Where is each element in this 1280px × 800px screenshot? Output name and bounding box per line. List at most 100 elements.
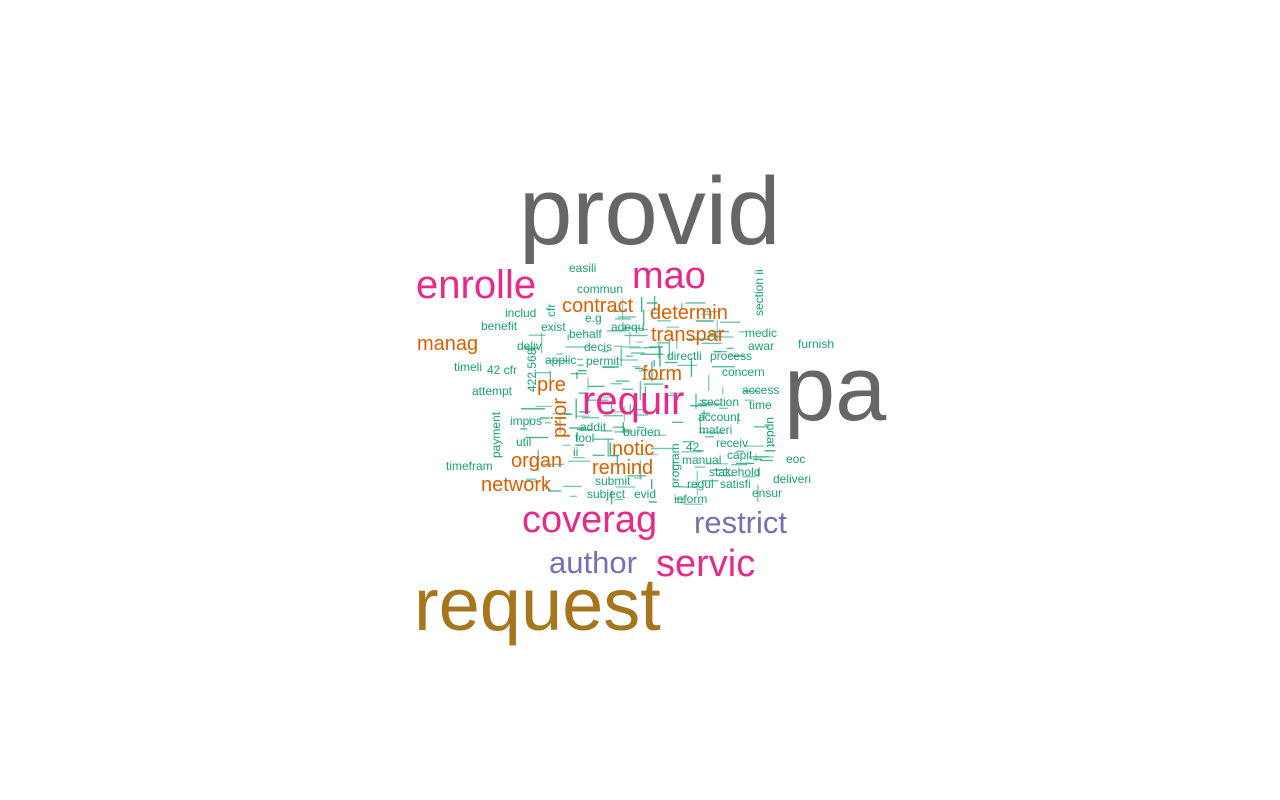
tiny-word-mark: [677, 364, 698, 367]
tiny-word-mark: [577, 364, 584, 366]
tiny-word-mark: [703, 310, 721, 313]
tiny-word-mark: [722, 387, 724, 395]
word-timeli: timeli: [454, 360, 482, 374]
word-medic: medic: [745, 326, 777, 340]
tiny-word-mark: [624, 429, 631, 431]
tiny-word-mark: [556, 353, 564, 355]
tiny-word-mark: [602, 350, 608, 353]
tiny-word-mark: [708, 333, 715, 335]
word-permit: permit: [586, 354, 620, 368]
word-directli: directli: [667, 349, 702, 363]
word-provid: provid: [519, 158, 780, 265]
tiny-word-mark: [674, 498, 686, 500]
word-awar: awar: [748, 339, 774, 353]
tiny-word-mark: [636, 341, 644, 343]
tiny-word-mark: [540, 333, 543, 354]
word-process: process: [710, 349, 752, 363]
word-servic: servic: [656, 543, 755, 585]
word-payment: payment: [489, 411, 503, 458]
tiny-word-mark: [620, 346, 641, 348]
tiny-word-mark: [681, 451, 702, 453]
tiny-word-mark: [563, 485, 582, 488]
tiny-word-mark: [577, 370, 587, 372]
tiny-word-mark: [632, 409, 643, 411]
tiny-word-mark: [644, 346, 657, 349]
tiny-word-mark: [588, 385, 605, 388]
tiny-word-mark: [577, 428, 592, 431]
tiny-word-mark: [753, 458, 763, 460]
tiny-word-mark: [629, 332, 631, 346]
tiny-word-mark: [570, 372, 587, 375]
tiny-word-mark: [694, 466, 706, 468]
tiny-word-mark: [701, 480, 719, 482]
tiny-word-mark: [701, 313, 712, 315]
word-stakehold: stakehold: [709, 465, 760, 479]
word-materi: materi: [699, 423, 732, 437]
word-exist: exist: [541, 320, 566, 334]
tiny-word-mark: [549, 370, 551, 391]
tiny-word-mark: [633, 477, 643, 479]
tiny-word-mark: [642, 329, 649, 331]
tiny-word-mark: [602, 366, 620, 368]
word-evid: evid: [634, 487, 656, 501]
tiny-word-mark: [537, 449, 539, 471]
word-program: program: [668, 443, 682, 488]
word-remind: remind: [592, 457, 653, 479]
tiny-word-mark: [562, 444, 571, 446]
tiny-word-mark: [697, 450, 704, 452]
tiny-word-mark: [621, 298, 624, 320]
word-concern: concern: [722, 365, 765, 379]
tiny-word-mark: [579, 411, 591, 413]
word-decis: decis: [584, 340, 612, 354]
word-coverag: coverag: [522, 499, 657, 541]
tiny-word-mark: [651, 447, 673, 450]
tiny-word-mark: [703, 410, 705, 420]
tiny-word-mark: [688, 338, 711, 340]
tiny-word-mark: [695, 320, 714, 322]
tiny-word-mark: [602, 396, 611, 398]
word-addit: addit: [580, 420, 607, 434]
tiny-word-mark: [535, 405, 553, 408]
tiny-word-mark: [672, 421, 684, 423]
tiny-word-mark: [534, 371, 551, 374]
tiny-word-mark: [624, 334, 648, 337]
tiny-word-mark: [681, 486, 698, 488]
tiny-word-mark: [640, 353, 664, 355]
word-42-cfr: 42 cfr: [487, 363, 517, 377]
tiny-word-mark: [644, 386, 647, 406]
tiny-word-mark: [609, 442, 611, 455]
tiny-word-mark: [666, 326, 680, 328]
tiny-word-mark: [613, 426, 623, 428]
tiny-word-mark: [657, 342, 669, 344]
tiny-word-mark: [576, 432, 578, 440]
word-section: section: [701, 395, 739, 409]
tiny-word-mark: [683, 503, 703, 505]
tiny-word-mark: [587, 377, 589, 390]
tiny-word-mark: [713, 469, 730, 471]
tiny-word-mark: [548, 490, 562, 492]
tiny-word-mark: [678, 501, 685, 504]
tiny-word-mark: [744, 390, 761, 392]
tiny-word-mark: [639, 381, 642, 401]
word-enrolle: enrolle: [416, 263, 536, 307]
word-impos: impos: [510, 414, 542, 428]
tiny-word-mark: [568, 460, 591, 462]
tiny-word-mark: [539, 417, 550, 419]
tiny-word-mark: [552, 412, 570, 415]
tiny-word-mark: [695, 393, 697, 409]
tiny-word-mark: [652, 434, 667, 436]
tiny-word-mark: [625, 355, 633, 357]
word-subject: subject: [587, 487, 626, 501]
tiny-word-mark: [613, 345, 622, 347]
tiny-word-mark: [603, 415, 624, 417]
word-account: account: [698, 410, 741, 424]
tiny-word-mark: [640, 297, 643, 313]
word-inform: inform: [674, 492, 707, 506]
word-organ: organ: [511, 450, 562, 472]
word-eoc: eoc: [786, 452, 805, 466]
tiny-word-mark: [606, 330, 626, 332]
word-satisfi: satisfi: [720, 477, 751, 491]
tiny-word-mark: [575, 415, 590, 417]
tiny-word-mark: [720, 321, 741, 323]
